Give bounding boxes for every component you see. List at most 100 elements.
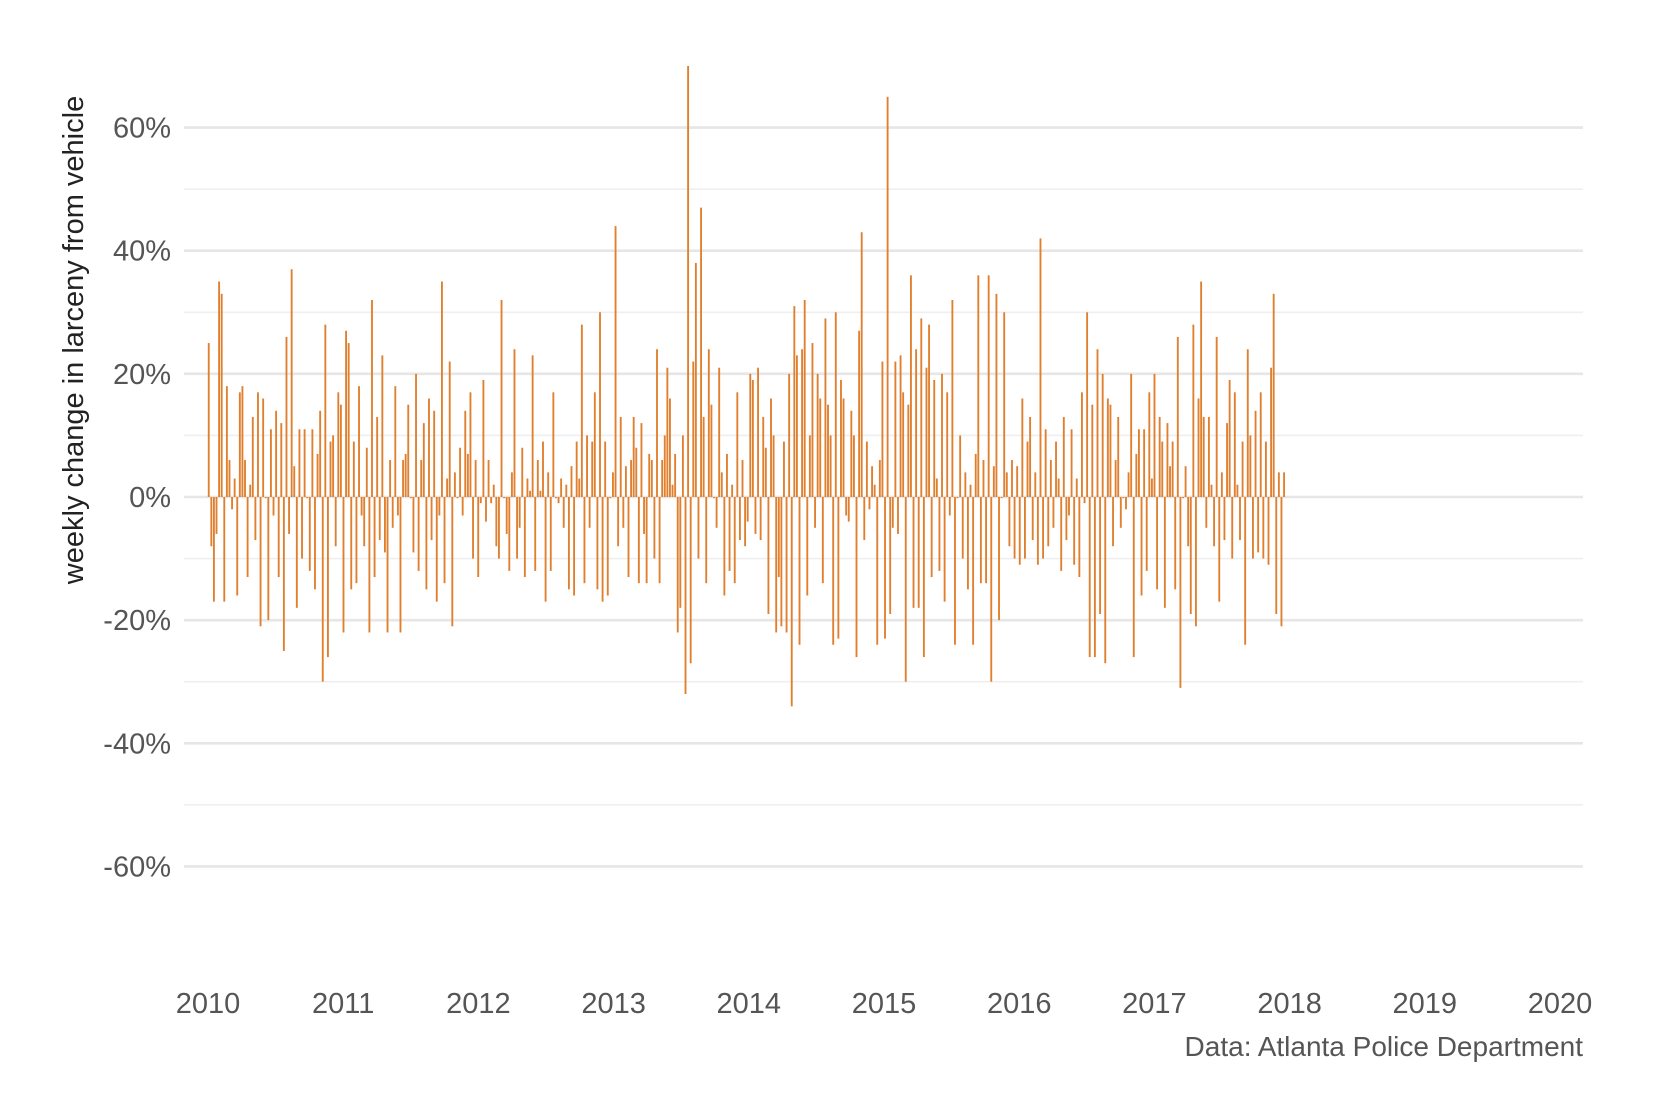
bar xyxy=(596,497,599,590)
bar xyxy=(928,324,930,497)
bar xyxy=(412,497,415,553)
bar xyxy=(1236,484,1239,497)
bar xyxy=(1065,497,1068,541)
bar xyxy=(868,497,871,510)
bar xyxy=(964,472,967,497)
bar xyxy=(285,336,288,497)
bar xyxy=(1272,293,1275,497)
x-tick-label: 2016 xyxy=(987,988,1052,1020)
bar xyxy=(1153,373,1156,497)
bar xyxy=(1166,423,1169,497)
bar xyxy=(829,435,832,497)
bar xyxy=(534,497,537,571)
bar xyxy=(1138,429,1140,497)
bar xyxy=(977,275,980,497)
bar xyxy=(1280,497,1283,627)
bar xyxy=(1093,497,1096,658)
bar xyxy=(681,435,684,497)
bar xyxy=(679,497,682,608)
bar xyxy=(1202,416,1205,497)
bar xyxy=(464,410,467,497)
bar xyxy=(604,441,607,497)
bar xyxy=(1021,398,1024,497)
bar xyxy=(275,410,278,497)
bar xyxy=(557,497,560,504)
bar xyxy=(922,497,925,658)
bar xyxy=(814,497,816,528)
x-tick-label: 2010 xyxy=(176,988,241,1020)
bar xyxy=(783,441,785,497)
bar xyxy=(889,497,892,614)
bar xyxy=(389,460,392,497)
bar xyxy=(770,398,772,497)
bar xyxy=(542,441,544,497)
bar xyxy=(894,361,897,497)
bar xyxy=(777,497,780,578)
bar xyxy=(1200,281,1203,497)
x-tick-label: 2013 xyxy=(581,988,646,1020)
bar xyxy=(1070,429,1073,497)
bar xyxy=(490,497,493,504)
bar xyxy=(443,497,446,584)
bar xyxy=(1158,416,1161,497)
bar xyxy=(466,453,469,497)
bar xyxy=(1215,336,1218,497)
bar xyxy=(378,497,381,541)
bar xyxy=(560,478,563,497)
bar xyxy=(754,497,757,534)
bar xyxy=(726,453,728,497)
bar xyxy=(741,460,744,497)
bar xyxy=(251,416,254,497)
bar xyxy=(391,497,394,528)
bar xyxy=(350,497,353,590)
bar xyxy=(1099,497,1102,614)
bar xyxy=(588,497,591,528)
bar xyxy=(1057,478,1060,497)
bar xyxy=(428,398,430,497)
bar xyxy=(715,497,718,528)
x-tick-label: 2019 xyxy=(1393,988,1458,1020)
bar xyxy=(819,398,822,497)
bar xyxy=(992,466,995,497)
bar xyxy=(676,497,679,633)
bar xyxy=(1096,349,1099,497)
bar xyxy=(446,478,449,497)
bar xyxy=(606,497,609,596)
bar xyxy=(352,441,355,497)
bar xyxy=(1226,423,1228,497)
bar xyxy=(801,349,804,497)
bar xyxy=(759,497,762,541)
bar xyxy=(1283,472,1285,497)
bar xyxy=(386,497,389,633)
bar xyxy=(630,460,633,497)
bar xyxy=(878,460,881,497)
bar xyxy=(943,497,946,602)
bar xyxy=(1091,404,1094,497)
bar xyxy=(920,318,923,497)
bar xyxy=(220,293,223,497)
bar xyxy=(733,497,736,584)
bar xyxy=(1119,497,1122,528)
bar xyxy=(1117,416,1120,497)
bar xyxy=(998,497,1000,621)
bar xyxy=(586,435,588,497)
bar xyxy=(614,226,617,498)
bar xyxy=(959,435,962,497)
bar xyxy=(609,497,612,499)
bar xyxy=(1163,497,1166,608)
bar xyxy=(1182,497,1184,499)
bar xyxy=(593,392,596,497)
bar xyxy=(1241,441,1244,497)
bar xyxy=(459,447,462,497)
bar xyxy=(368,497,371,633)
bar xyxy=(705,497,708,584)
bar xyxy=(282,497,285,651)
bar xyxy=(860,232,863,497)
bar xyxy=(1106,398,1109,497)
bar xyxy=(531,355,534,497)
bar xyxy=(855,497,858,658)
bar xyxy=(632,416,635,497)
bar xyxy=(225,386,228,497)
bar xyxy=(415,373,417,497)
bar xyxy=(474,460,477,497)
